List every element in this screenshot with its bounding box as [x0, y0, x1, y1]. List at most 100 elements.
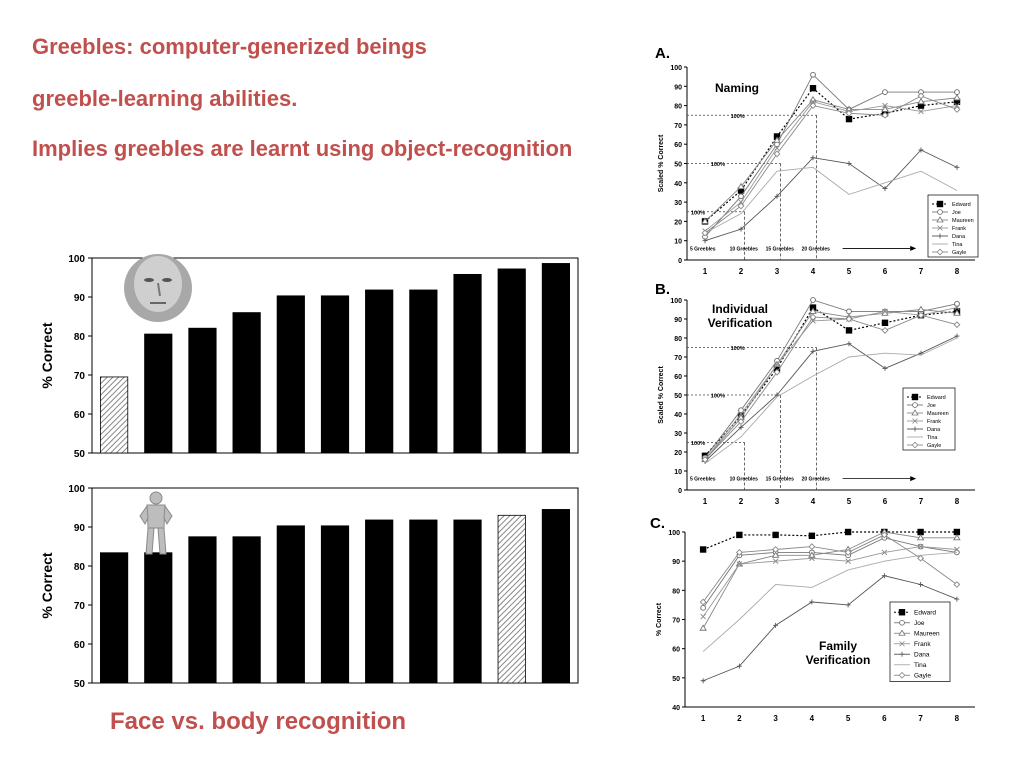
x-tick-label: 7: [919, 497, 924, 506]
chart-title-line: Family: [819, 639, 857, 653]
marker-diamond: [917, 92, 925, 100]
marker-x: [954, 304, 960, 311]
reference-label: 100%: [731, 346, 745, 352]
marker-triangle: [898, 629, 906, 636]
x-tick-label: 5: [846, 714, 851, 723]
marker-circle: [937, 209, 943, 215]
legend-label: Edward: [914, 610, 936, 617]
marker-plus: [700, 678, 706, 684]
y-tick-label: 70: [674, 123, 682, 130]
legend-label: Dana: [927, 427, 941, 433]
marker-circle: [882, 89, 888, 95]
y-tick-label: 80: [674, 336, 682, 343]
legend-label: Joe: [914, 620, 925, 627]
marker-plus: [845, 602, 851, 608]
figure-arm-right: [163, 504, 173, 526]
legend-frame: [927, 194, 979, 258]
x-tick-label: 1: [703, 497, 708, 506]
series-line: [704, 335, 958, 462]
marker-square: [736, 531, 743, 539]
marker-diamond: [911, 441, 919, 449]
marker-plus: [954, 164, 960, 170]
body-bar-chart: 50 60 70 80 90 100 % Correct: [39, 484, 579, 690]
figure-torso: [146, 504, 166, 529]
marker-circle: [700, 604, 706, 611]
bar: [541, 509, 571, 684]
chart-title-line: Individual: [712, 302, 768, 316]
marker-triangle: [881, 105, 889, 112]
series-line: [704, 166, 958, 234]
marker-triangle: [916, 533, 925, 541]
panel-a-naming-chart: A. 0 10 20 30 40 50 60 70 80 90 100 1 2 3 4 5 6 7 8 Scaled %…: [655, 45, 979, 276]
marker-diamond: [737, 202, 745, 210]
marker-triangle: [953, 309, 961, 316]
marker-diamond: [917, 311, 925, 319]
bar: [409, 519, 438, 684]
bar: [188, 536, 217, 684]
marker-diamond: [772, 546, 780, 553]
series-line: [702, 531, 957, 629]
marker-square: [953, 528, 961, 536]
marker-circle: [954, 300, 960, 307]
chart-title: Naming: [715, 81, 759, 95]
y-tick-label: 70: [674, 355, 682, 362]
marker-square: [808, 532, 816, 539]
marker-circle: [810, 71, 816, 78]
legend-label: Maureen: [927, 411, 949, 417]
bar: [99, 552, 129, 684]
marker-triangle: [917, 97, 925, 105]
marker-diamond: [881, 326, 889, 334]
y-tick-label: 40: [674, 181, 682, 188]
series-line: [702, 537, 957, 609]
marker-square: [917, 528, 924, 536]
x-tick-label: 7: [918, 714, 923, 723]
marker-x: [845, 558, 851, 564]
marker-circle: [954, 89, 960, 95]
series-frank: [702, 98, 960, 234]
marker-plus: [899, 651, 905, 657]
chart-title-line: Verification: [806, 653, 871, 667]
series-dana: [702, 333, 960, 464]
bar: [276, 525, 305, 684]
series-line: [704, 149, 958, 242]
marker-square: [772, 531, 779, 539]
series-line: [704, 306, 958, 457]
y-axis-label: Scaled % Correct: [658, 366, 665, 424]
x-tick-label: 1: [703, 267, 708, 276]
y-tick-label: 30: [674, 431, 682, 438]
legend-label: Tina: [914, 662, 927, 669]
legend-label: Gayle: [914, 673, 931, 680]
bar: [232, 536, 261, 684]
phase-label: 10 Greebles: [730, 246, 759, 252]
marker-plus: [954, 333, 960, 339]
marker-circle: [912, 402, 918, 408]
marker-diamond: [898, 671, 906, 679]
x-tick-label: 4: [811, 497, 816, 506]
legend-label: Dana: [952, 234, 966, 240]
phase-arrow-head: [910, 245, 917, 251]
y-tick-label: 10: [674, 469, 682, 476]
y-axis-label: % Correct: [39, 322, 55, 388]
reference-label: 100%: [691, 210, 705, 216]
panel-letter: A.: [655, 45, 670, 62]
marker-diamond: [809, 102, 817, 110]
y-tick-label: 80: [674, 104, 682, 111]
y-tick-label: 30: [674, 200, 682, 207]
y-tick-label: 20: [674, 219, 682, 226]
legend-label: Frank: [927, 419, 941, 425]
marker-diamond: [917, 554, 925, 562]
marker-plus: [846, 341, 852, 347]
marker-x: [912, 418, 918, 424]
y-tick-label: 90: [674, 84, 682, 91]
marker-x: [774, 361, 780, 368]
marker-diamond: [844, 548, 852, 556]
panel-c-family-verification-chart: C. 40 50 60 70 80 90 100 1 2 3 4 5 6 7 8 % Correct Family…: [650, 515, 975, 723]
reference-label: 100%: [711, 394, 725, 400]
marker-triangle: [911, 409, 919, 416]
marker-triangle: [953, 533, 961, 541]
legend-label: Maureen: [914, 631, 940, 638]
marker-triangle: [808, 551, 816, 558]
y-tick-label: 80: [672, 588, 680, 595]
legend-label: Gayle: [952, 250, 966, 256]
marker-plus: [937, 233, 943, 239]
